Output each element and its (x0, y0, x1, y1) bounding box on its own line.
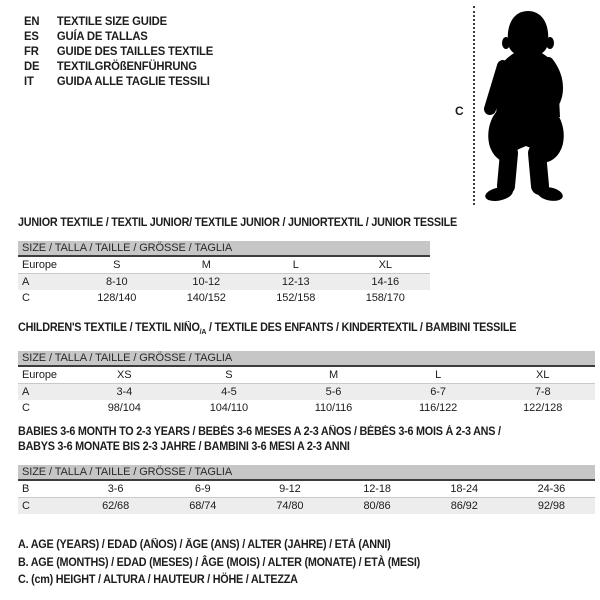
baby-silhouette-icon (484, 11, 564, 201)
value-cell: 12-18 (333, 480, 421, 498)
value-cell: 9-12 (246, 480, 334, 498)
value-cell: 3-4 (72, 383, 177, 400)
value-cell: 3-6 (72, 480, 160, 498)
value-cell: 86/92 (420, 497, 508, 514)
value-cell: 152/158 (276, 292, 316, 304)
value-cell: 6-7 (385, 383, 491, 400)
language-code: EN (24, 14, 40, 28)
babies-title-line2: BABYS 3-6 MONATE BIS 2-3 JAHRE / BAMBINI… (18, 441, 350, 453)
table-row-height: C 128/140 140/152 152/158 158/170 (18, 290, 430, 306)
height-measure-dotted-line (473, 6, 475, 205)
value-cell: 14-16 (340, 273, 430, 290)
junior-table-title: JUNIOR TEXTILE / TEXTIL JUNIOR/ TEXTILE … (18, 217, 457, 229)
value-cell: 98/104 (107, 402, 141, 414)
size-cell: XS (72, 366, 177, 384)
language-code: DE (24, 59, 40, 73)
legend: A. AGE (YEARS) / EDAD (AÑOS) / ÂGE (ANS)… (18, 537, 420, 590)
language-title: GUIDE DES TAILLES TEXTILE (56, 44, 214, 58)
table-row-age: A 8-10 10-12 12-13 14-16 (18, 273, 430, 290)
row-label: C (18, 497, 72, 514)
height-measure-label: C (455, 104, 464, 118)
value-cell: 122/128 (523, 402, 563, 414)
size-header: SIZE / TALLA / TAILLE / GRÖSSE / TAGLIA (18, 351, 595, 367)
table-row-height: C 98/104 104/110 110/116 116/122 122/128 (18, 400, 595, 416)
children-title-part: / TEXTILE DES ENFANTS / KINDERTEXTIL / B… (206, 322, 517, 334)
value-cell: 104/110 (209, 402, 249, 414)
row-label: A (18, 383, 72, 400)
value-cell: 62/68 (72, 497, 160, 514)
size-cell: L (251, 256, 341, 274)
size-header: SIZE / TALLA / TAILLE / GRÖSSE / TAGLIA (18, 241, 430, 257)
size-cell: XL (490, 366, 595, 384)
value-cell: 80/86 (333, 497, 421, 514)
size-cell: S (176, 366, 282, 384)
junior-size-table: SIZE / TALLA / TAILLE / GRÖSSE / TAGLIA … (18, 241, 430, 306)
value-cell: 128/140 (97, 292, 137, 304)
table-row-europe: Europe XS S M L XL (18, 366, 595, 384)
size-header-row: SIZE / TALLA / TAILLE / GRÖSSE / TAGLIA (18, 351, 595, 367)
size-cell: M (281, 366, 386, 384)
value-cell: 7-8 (490, 383, 595, 400)
table-row-age: A 3-4 4-5 5-6 6-7 7-8 (18, 383, 595, 400)
table-row-height: C 62/68 68/74 74/80 80/86 86/92 92/98 (18, 497, 595, 514)
row-label: Europe (18, 366, 72, 384)
value-cell: 116/122 (418, 402, 458, 414)
language-title: TEXTILGRÖßENFÜHRUNG (56, 59, 197, 73)
table-row-europe: Europe S M L XL (18, 256, 430, 274)
language-title: TEXTILE SIZE GUIDE (56, 14, 167, 28)
row-label: A (18, 273, 72, 290)
value-cell: 110/116 (314, 402, 353, 414)
value-cell: 74/80 (246, 497, 334, 514)
value-cell: 4-5 (176, 383, 282, 400)
value-cell: 140/152 (186, 292, 226, 304)
language-code: FR (24, 44, 39, 58)
row-label: Europe (18, 256, 72, 274)
children-title-subscript: /A (199, 327, 207, 336)
babies-table-title: BABIES 3-6 MONTH TO 2-3 YEARS / BEBÉS 3-… (18, 425, 501, 455)
children-table-title: CHILDREN'S TEXTILE / TEXTIL NIÑO/A / TEX… (18, 322, 516, 336)
value-cell: 8-10 (72, 273, 162, 290)
children-size-table: SIZE / TALLA / TAILLE / GRÖSSE / TAGLIA … (18, 351, 595, 416)
legend-line-b: B. AGE (MONTHS) / EDAD (MESES) / ÂGE (MO… (18, 556, 421, 569)
babies-size-table: SIZE / TALLA / TAILLE / GRÖSSE / TAGLIA … (18, 465, 595, 514)
size-cell: M (161, 256, 251, 274)
value-cell: 68/74 (159, 497, 247, 514)
legend-line-a: A. AGE (YEARS) / EDAD (AÑOS) / ÂGE (ANS)… (18, 539, 391, 551)
value-cell: 5-6 (281, 383, 386, 400)
size-cell: XL (340, 256, 430, 274)
value-cell: 92/98 (507, 497, 595, 514)
value-cell: 18-24 (420, 480, 508, 498)
value-cell: 24-36 (507, 480, 595, 498)
size-cell: S (72, 256, 162, 274)
value-cell: 6-9 (159, 480, 247, 498)
language-code: IT (24, 74, 34, 88)
table-row-months: B 3-6 6-9 9-12 12-18 18-24 24-36 (18, 480, 595, 498)
row-label: C (22, 402, 30, 414)
size-header-row: SIZE / TALLA / TAILLE / GRÖSSE / TAGLIA (18, 241, 430, 257)
value-cell: 158/170 (365, 292, 405, 304)
children-title-part: CHILDREN'S TEXTILE / TEXTIL NIÑO (18, 322, 200, 334)
row-label: C (22, 292, 30, 304)
legend-line-c: C. (cm) HEIGHT / ALTURA / HAUTEUR / HÖHE… (18, 574, 298, 586)
value-cell: 10-12 (161, 273, 251, 290)
language-title-list: EN TEXTILE SIZE GUIDE ES GUÍA DE TALLAS … (24, 14, 213, 89)
value-cell: 12-13 (251, 273, 341, 290)
language-title: GUÍA DE TALLAS (56, 29, 148, 43)
language-title: GUIDA ALLE TAGLIE TESSILI (56, 74, 210, 88)
row-label: B (18, 480, 72, 498)
language-code: ES (24, 29, 39, 43)
size-cell: L (385, 366, 491, 384)
size-header-row: SIZE / TALLA / TAILLE / GRÖSSE / TAGLIA (18, 465, 595, 481)
babies-title-line1: BABIES 3-6 MONTH TO 2-3 YEARS / BEBÉS 3-… (18, 426, 501, 438)
size-header: SIZE / TALLA / TAILLE / GRÖSSE / TAGLIA (18, 465, 595, 481)
